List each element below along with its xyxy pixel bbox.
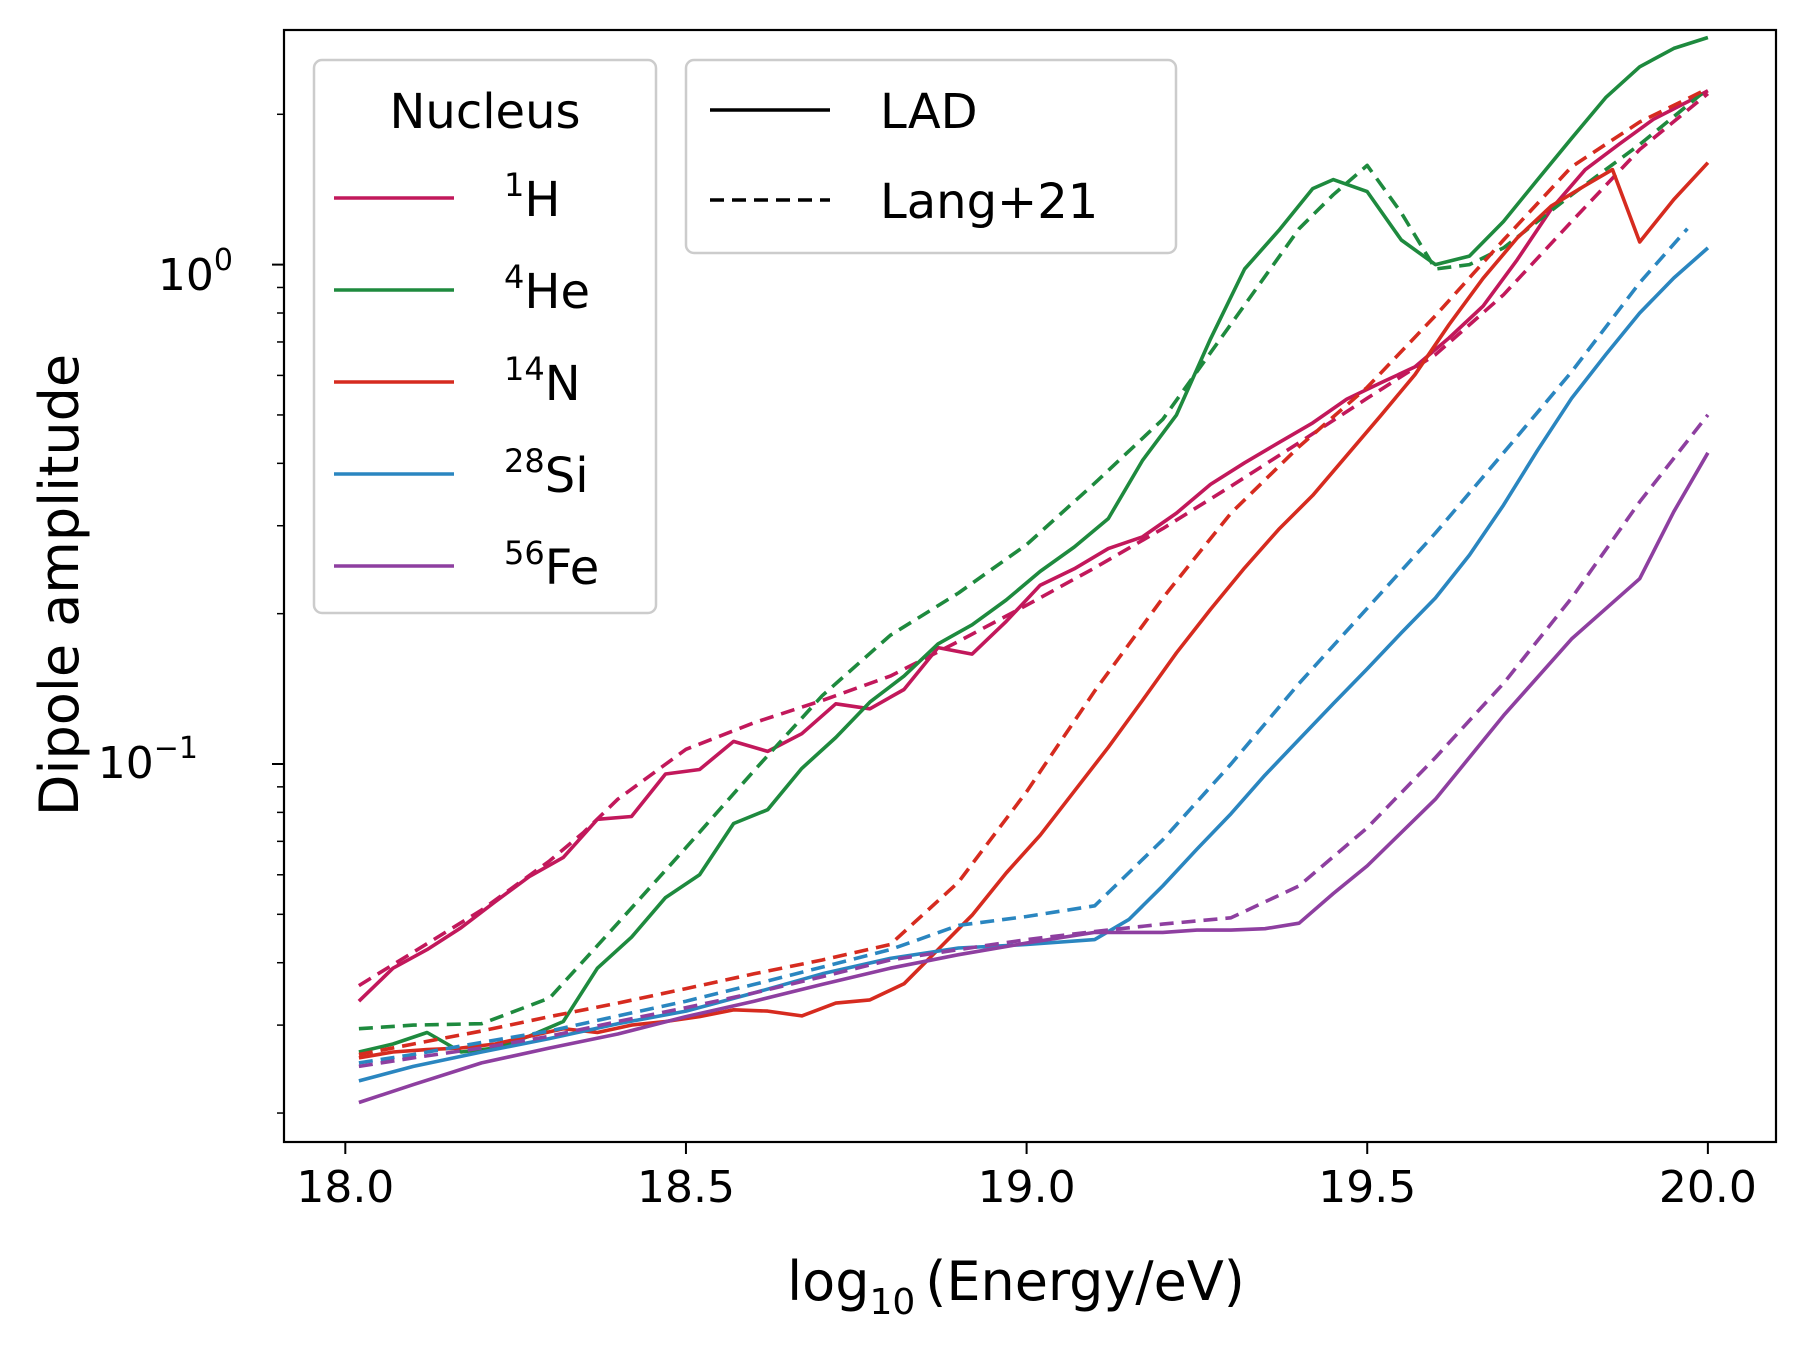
nucleus-legend-label-fe: 56Fe: [504, 534, 599, 596]
series-line-28si-lang-21: [358, 227, 1689, 1065]
series-line-4he-lang-21: [358, 87, 1710, 1031]
series-line-14n-lang-21: [358, 87, 1709, 1057]
x-tick-label: 18.5: [637, 1162, 735, 1213]
y-tick-exp-top: 0: [214, 243, 233, 278]
x-tick-label: 19.5: [1318, 1162, 1416, 1213]
style-legend-label-lad: LAD: [880, 84, 978, 140]
svg-text:100: 100: [158, 243, 233, 301]
plot-frame: [282, 28, 1778, 1144]
y-tick-base-top: 10: [158, 250, 214, 301]
series-line-56fe-lad: [358, 451, 1710, 1105]
x-axis-label: log10 (Energy/eV): [787, 1250, 1245, 1323]
series-line-1h-lang-21: [357, 92, 1710, 988]
nucleus-legend-label-n: 14N: [504, 350, 581, 412]
series-layer: [357, 35, 1710, 1105]
y-tick-label-top: 100: [158, 243, 233, 301]
series-line-4he-lad: [358, 35, 1709, 1054]
nucleus-legend-label-he: 4He: [504, 258, 590, 320]
y-tick-label-bottom: 10−1: [98, 731, 198, 789]
nucleus-legend: Nucleus 1H 4He 14N 28Si 56Fe: [312, 58, 658, 615]
svg-text:10−1: 10−1: [98, 731, 198, 789]
style-legend: LAD Lang+21: [684, 58, 1178, 255]
nucleus-legend-label-h: 1H: [504, 166, 560, 228]
x-tick-label: 18.0: [296, 1162, 394, 1213]
x-axis-label-prefix: log: [787, 1250, 869, 1313]
y-axis-label: Dipole amplitude: [28, 354, 91, 816]
series-line-56fe-lang-21: [358, 413, 1710, 1069]
x-axis-label-suffix: (Energy/eV): [925, 1250, 1245, 1313]
y-tick-base-bottom: 10: [98, 738, 154, 789]
x-tick-label: 19.0: [978, 1162, 1076, 1213]
nucleus-legend-frame: [312, 58, 658, 615]
y-tick-exp-bottom: −1: [154, 731, 198, 766]
nucleus-legend-items: 1H 4He 14N 28Si 56Fe: [334, 166, 599, 596]
nucleus-legend-title: Nucleus: [389, 84, 580, 140]
x-axis-label-subscript: 10: [869, 1282, 915, 1323]
x-tick-label: 20.0: [1659, 1162, 1757, 1213]
nucleus-legend-label-si: 28Si: [504, 442, 589, 504]
axes-layer: 18.0 18.5 19.0 19.5 20.0: [272, 28, 1778, 1213]
series-line-28si-lad: [358, 246, 1710, 1083]
style-legend-label-lang: Lang+21: [880, 174, 1098, 230]
